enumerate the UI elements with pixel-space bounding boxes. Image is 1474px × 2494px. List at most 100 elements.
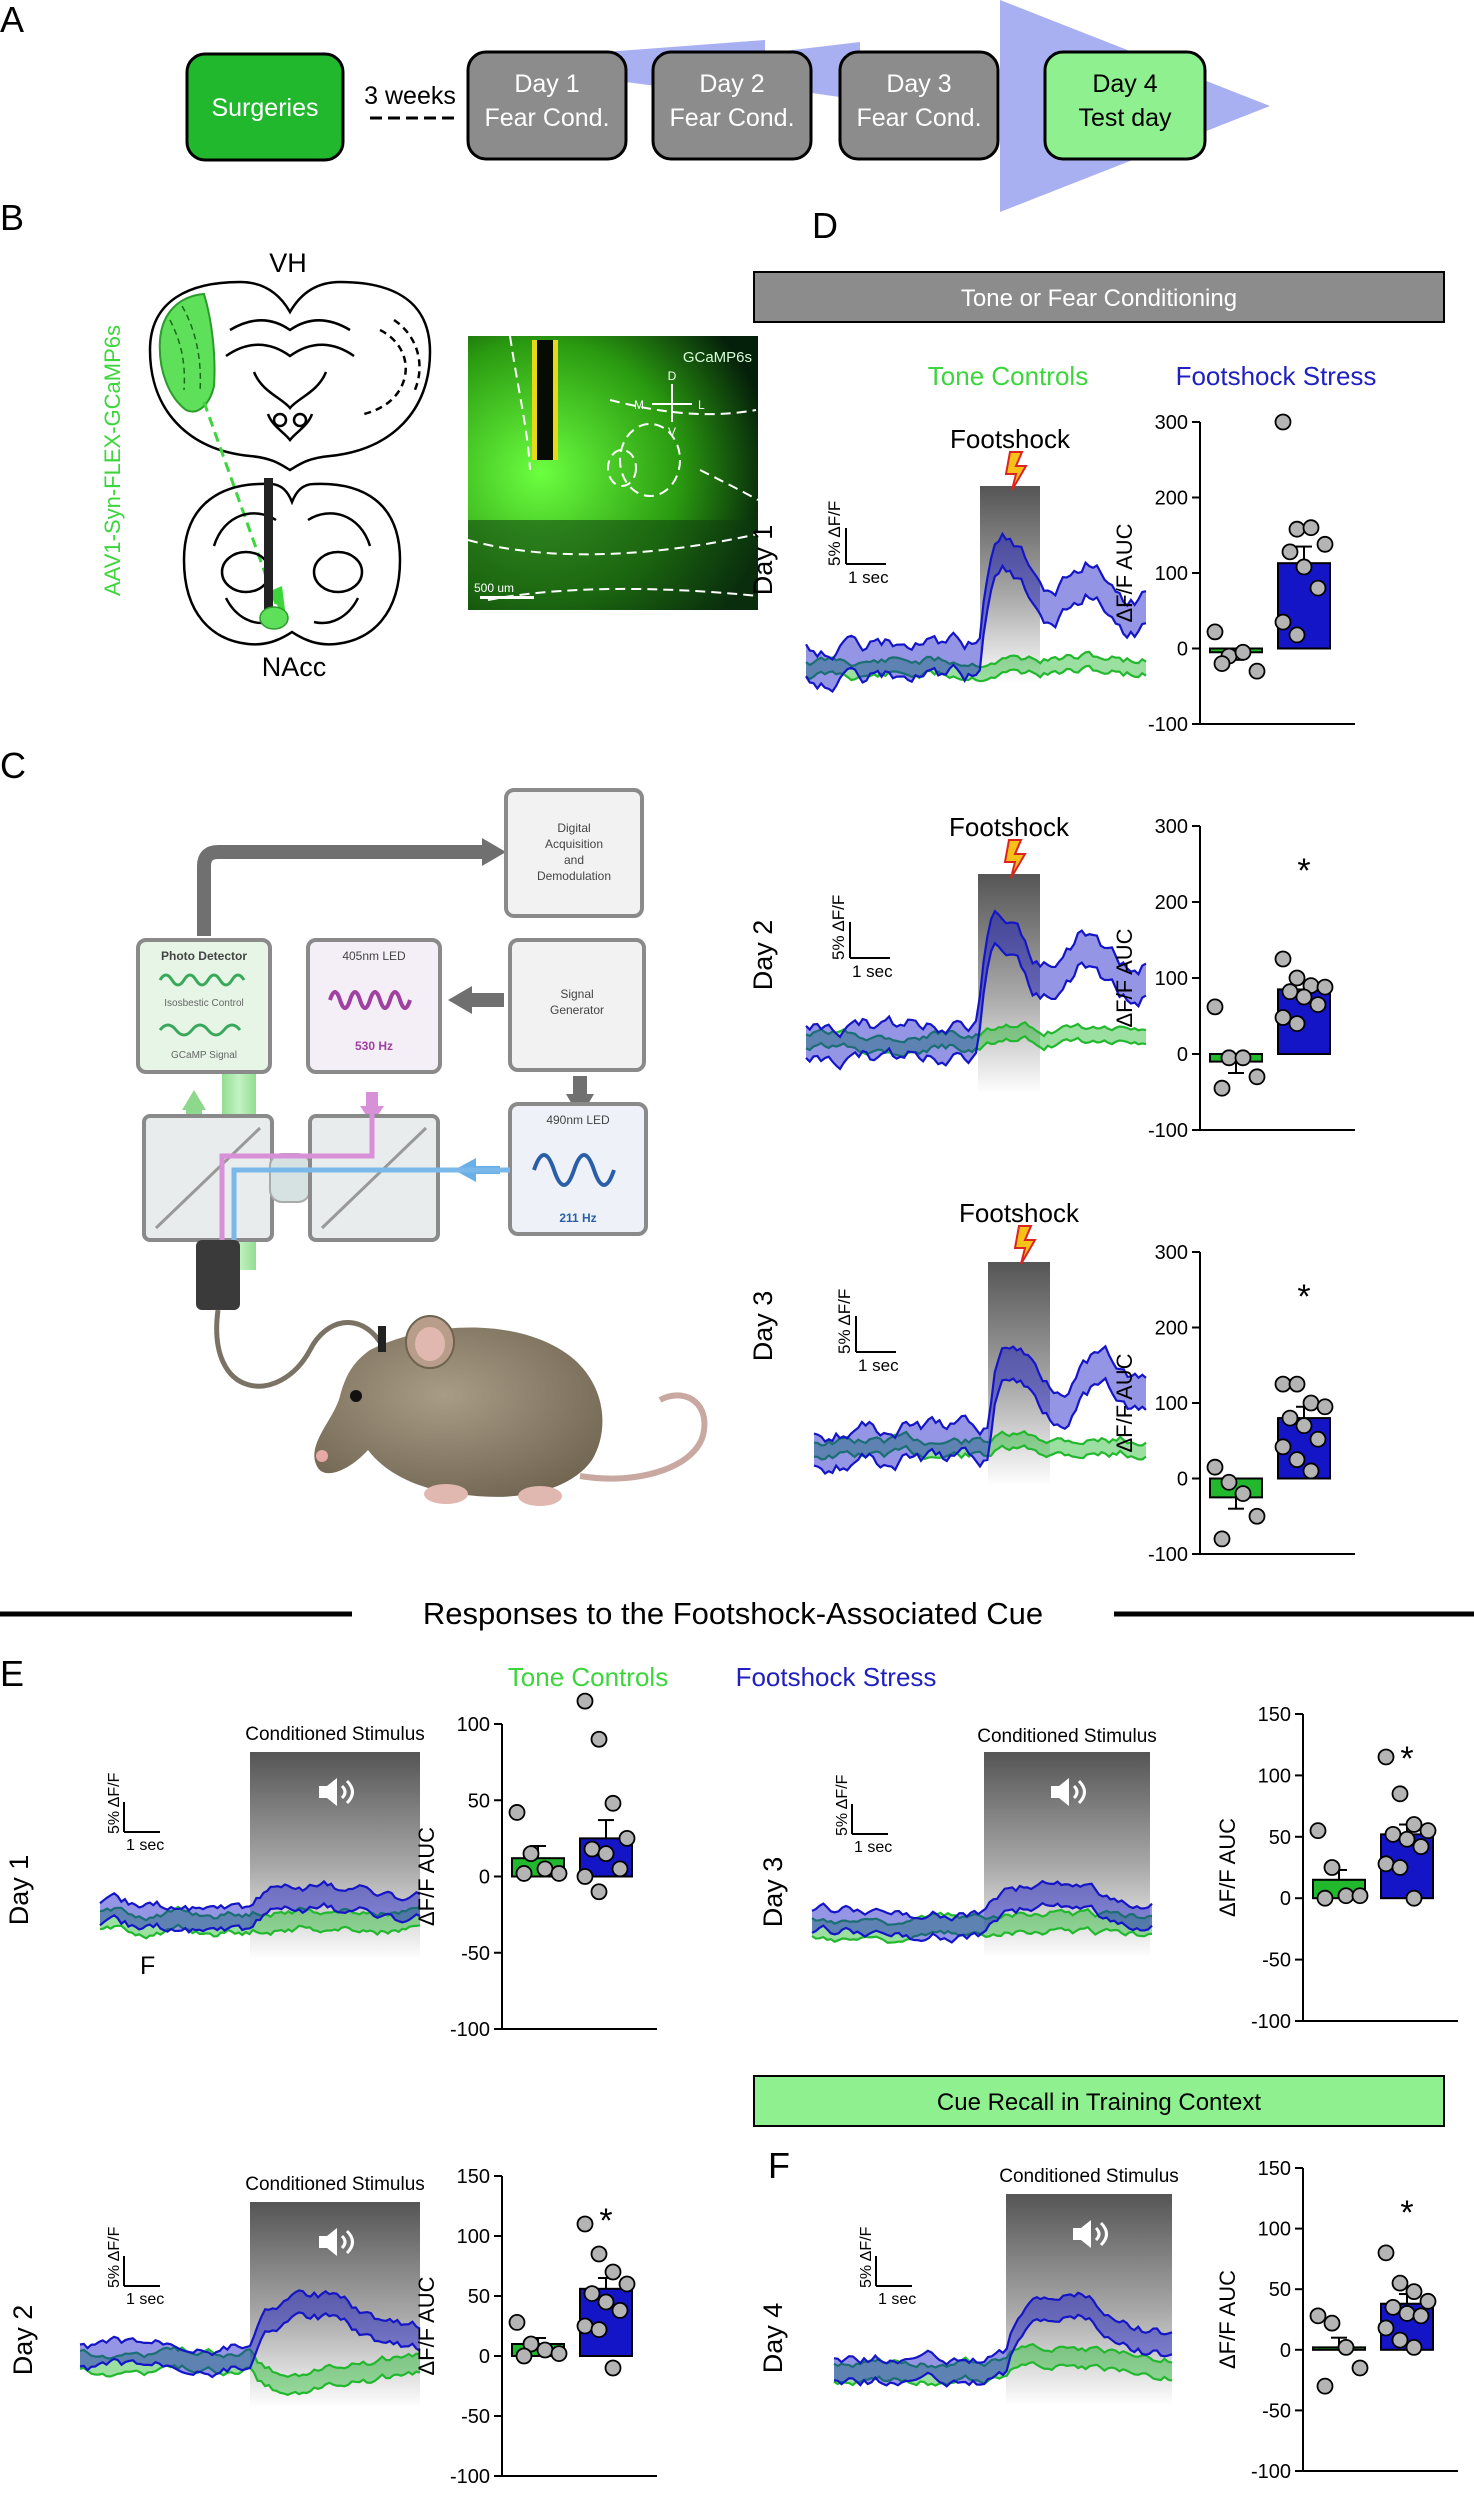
brain-section-vh — [148, 280, 432, 472]
led405-box: 405nm LED 530 Hz — [306, 938, 442, 1074]
data-point — [1309, 2307, 1327, 2325]
data-point — [1234, 1049, 1252, 1067]
data-point — [604, 2263, 622, 2281]
data-point — [1337, 1887, 1355, 1905]
data-point — [522, 1845, 540, 1863]
histology-image — [467, 335, 759, 610]
speaker-body — [1073, 2220, 1091, 2248]
panel-a: A Surgeries 3 weeks Day 1 Fear Cond. Day… — [0, 0, 1270, 212]
data-point — [1316, 535, 1334, 553]
footshock-trace — [811, 1879, 1153, 1944]
bar-ylabel: ΔF/F AUC — [1215, 1818, 1240, 1917]
footshock-window — [978, 874, 1040, 1094]
cue-trace-3: Day 2 Conditioned Stimulus 5% ΔF/F1 sec — [8, 2174, 425, 2408]
bar-chart-5: -100 -50 0 50 100 150 ΔF/F AUC * — [1215, 1704, 1458, 2033]
speaker-wave — [1099, 2221, 1108, 2247]
footshock-trace-sem — [806, 533, 1146, 692]
orientation-cross — [652, 384, 692, 422]
data-point — [1274, 413, 1292, 431]
cue-trace-1: Day 1 Conditioned Stimulus 5% ΔF/F1 sec — [4, 1724, 425, 1960]
speaker-icon — [319, 2228, 354, 2256]
data-point — [1323, 1859, 1341, 1876]
data-point — [1419, 2292, 1437, 2310]
day3-box: Day 3 Fear Cond. — [838, 50, 1000, 161]
day2-box: Day 2 Fear Cond. — [651, 50, 813, 161]
data-point — [1274, 1438, 1292, 1456]
scale-bar: 5% ΔF/F1 sec — [825, 501, 889, 587]
vh-fibers — [169, 305, 202, 393]
data-point — [1309, 1822, 1327, 1840]
histology-scale-label: 500 um — [474, 581, 514, 595]
footshock-trace-lower — [833, 2313, 1173, 2388]
significance-marker: * — [1400, 2194, 1413, 2232]
tone-control-trace-lower — [833, 2360, 1173, 2387]
scale-bar-x-label: 1 sec — [858, 1356, 899, 1375]
light-path-blue — [231, 1167, 510, 1240]
data-point — [1405, 2283, 1423, 2301]
axis-m-label: M — [634, 398, 644, 412]
shock-trace-day-2: Day 2 Footshock 5% ΔF/F1 sec — [748, 812, 1147, 1094]
panel-e-header: E Tone Controls Footshock Stress F — [0, 1653, 936, 1980]
data-point — [1288, 969, 1306, 987]
footshock-window — [980, 486, 1040, 684]
tone-control-trace-sem — [834, 2344, 1172, 2386]
speaker-icon — [319, 1778, 354, 1806]
y-tick-label: 150 — [1258, 2158, 1291, 2180]
y-tick-label: -100 — [1251, 2011, 1291, 2033]
shock-trace-day-1: Day 1 Footshock 5% ΔF/F1 sec — [748, 424, 1147, 693]
scale-bar: 5% ΔF/F1 sec — [106, 1772, 164, 1854]
footshock-trace-upper — [833, 2291, 1173, 2366]
svg-text:Fear Cond.: Fear Cond. — [484, 104, 609, 132]
axis-l-label: L — [698, 398, 705, 412]
bar-ylabel: ΔF/F AUC — [1112, 523, 1137, 622]
data-point — [1323, 2314, 1341, 2332]
data-point — [550, 2345, 568, 2363]
tone-control-trace-upper — [813, 1429, 1147, 1447]
bar-ylabel: ΔF/F AUC — [414, 1827, 439, 1926]
y-tick-label: -100 — [450, 2466, 490, 2488]
y-tick-label: 50 — [468, 1790, 490, 1812]
scale-bar-y-label: 5% ΔF/F — [835, 1289, 854, 1354]
footshock-trace — [805, 531, 1147, 693]
svg-text:Digital: Digital — [557, 821, 590, 835]
cue-trace-4: Day 4 Conditioned Stimulus 5% ΔF/F1 sec — [758, 2166, 1179, 2406]
data-point — [1248, 662, 1266, 680]
panel-d-header: Tone or Fear Conditioning — [961, 285, 1237, 312]
panel-b: B VH AAV1-Syn-FLEX-GCaMP6s — [0, 197, 759, 682]
bar-chart-7: -100 -50 0 50 100 150 ΔF/F AUC * — [1215, 2158, 1458, 2483]
data-point — [1302, 1394, 1320, 1412]
tone-control-trace — [99, 1905, 421, 1940]
virus-label: AAV1-Syn-FLEX-GCaMP6s — [100, 325, 125, 596]
data-point — [1288, 520, 1306, 538]
significance-marker: * — [599, 2202, 612, 2240]
gap-label: 3 weeks — [364, 82, 456, 110]
filter-cube-1 — [142, 1114, 274, 1242]
panel-f-header: Cue Recall in Training Context — [937, 2089, 1261, 2116]
tone-control-trace — [811, 1907, 1153, 1944]
footshock-trace — [99, 1879, 421, 1934]
footshock-trace-lower — [805, 941, 1147, 1071]
day-label: Day 4 — [758, 2303, 788, 2374]
y-tick-label: 100 — [457, 1714, 490, 1736]
scale-bar-x-label: 1 sec — [852, 962, 893, 981]
data-point — [1419, 1822, 1437, 1840]
scale-bar-y-label: 5% ΔF/F — [829, 895, 848, 960]
scale-bar: 5% ΔF/F1 sec — [829, 895, 893, 981]
data-point — [1288, 1375, 1306, 1393]
data-point — [1288, 626, 1306, 644]
surgeries-label: Surgeries — [212, 94, 319, 122]
data-point — [590, 2321, 608, 2339]
panel-d: D Tone or Fear Conditioning Tone Control… — [753, 205, 1445, 391]
scale-bar-x-label: 1 sec — [878, 2291, 916, 2308]
data-point — [604, 1794, 622, 1812]
panel-a-label: A — [0, 0, 24, 40]
footshock-trace-sem — [100, 1881, 420, 1933]
data-point — [1220, 1049, 1238, 1067]
day4-box: Day 4 Test day — [1043, 50, 1207, 161]
axis-v-label: V — [668, 425, 676, 439]
y-tick-label: 100 — [1155, 563, 1188, 585]
tone-control-trace-sem — [814, 1431, 1146, 1460]
vh-label: VH — [269, 248, 307, 278]
data-point — [515, 2347, 533, 2365]
